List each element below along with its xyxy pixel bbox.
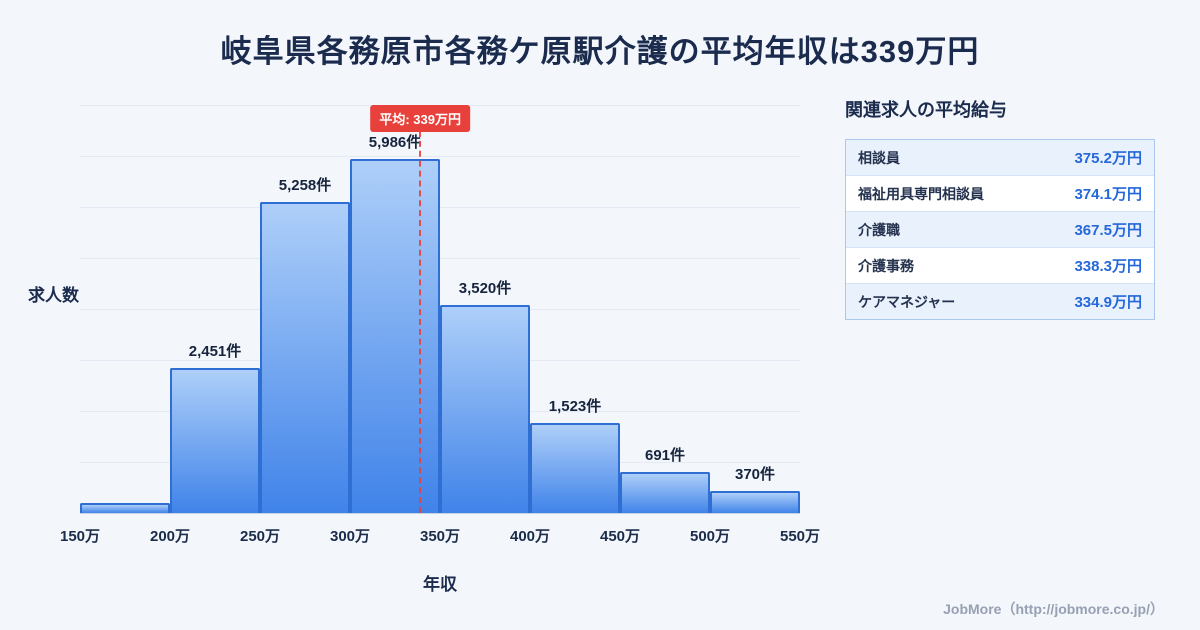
x-axis-tick-label: 500万 — [689, 528, 731, 545]
bar-value-label: 691件 — [644, 447, 686, 464]
salary-job-name: ケアマネジャー — [858, 293, 956, 310]
histogram-bar — [350, 159, 440, 513]
x-axis-label: 年収 — [423, 575, 457, 594]
salary-row: 相談員 375.2万円 — [846, 140, 1154, 176]
x-axis-tick-label: 200万 — [149, 528, 191, 545]
salary-job-name: 相談員 — [858, 149, 900, 166]
x-axis-tick-label: 300万 — [329, 528, 371, 545]
histogram-bar — [710, 491, 800, 513]
x-axis-tick-label: 250万 — [239, 528, 281, 545]
average-badge: 平均: 339万円 — [370, 105, 471, 132]
salary-row: 介護職 367.5万円 — [846, 212, 1154, 248]
salary-job-name: 介護事務 — [858, 257, 914, 274]
salary-value: 334.9万円 — [1074, 294, 1142, 311]
bar-value-label: 5,986件 — [368, 134, 422, 151]
histogram-bar — [170, 368, 260, 513]
salary-job-name: 福祉用具専門相談員 — [858, 185, 984, 202]
bar-value-label: 1,523件 — [548, 398, 602, 415]
histogram-bar — [530, 423, 620, 513]
x-axis-tick-label: 400万 — [509, 528, 551, 545]
salary-value: 374.1万円 — [1074, 186, 1142, 203]
site-credit: JobMore（http://jobmore.co.jp/） — [943, 601, 1164, 617]
salary-row: 介護事務 338.3万円 — [846, 248, 1154, 284]
average-line — [419, 131, 422, 513]
x-axis-tick-label: 450万 — [599, 528, 641, 545]
histogram-bar — [620, 472, 710, 513]
histogram-bar — [440, 305, 530, 513]
x-axis-tick-label: 150万 — [59, 528, 101, 545]
histogram-bar — [260, 202, 350, 513]
bar-value-label: 5,258件 — [278, 177, 332, 194]
salary-row: ケアマネジャー 334.9万円 — [846, 284, 1154, 319]
bar-value-label: 370件 — [734, 466, 776, 483]
salary-value: 338.3万円 — [1074, 258, 1142, 275]
bar-value-label: 3,520件 — [458, 280, 512, 297]
related-salary-table: 相談員 375.2万円福祉用具専門相談員 374.1万円介護職 367.5万円介護事務… — [845, 139, 1155, 320]
salary-job-name: 介護職 — [858, 221, 900, 238]
related-salary-heading: 関連求人の平均給与 — [845, 100, 1007, 120]
x-axis-tick-label: 550万 — [779, 528, 821, 545]
histogram-bar — [80, 503, 170, 513]
y-axis-label: 求人数 — [28, 286, 79, 305]
page-title: 岐阜県各務原市各務ケ原駅介護の平均年収は339万円 — [220, 34, 980, 69]
related-salary-panel: 関連求人の平均給与 相談員 375.2万円福祉用具専門相談員 374.1万円介護職 3… — [845, 96, 1155, 320]
x-axis-tick-label: 350万 — [419, 528, 461, 545]
bar-value-label: 2,451件 — [188, 343, 242, 360]
salary-value: 367.5万円 — [1074, 222, 1142, 239]
salary-value: 375.2万円 — [1074, 150, 1142, 167]
salary-row: 福祉用具専門相談員 374.1万円 — [846, 176, 1154, 212]
histogram-plot-area: 2,451件 5,258件 5,986件 3,520件 1,523件 691件 370件 15… — [60, 105, 820, 545]
